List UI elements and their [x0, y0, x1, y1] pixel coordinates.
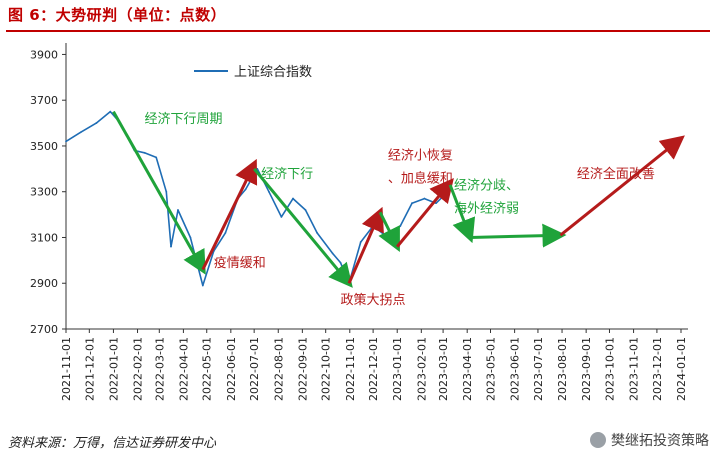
index-data-point [109, 110, 112, 113]
x-tick-label: 2022-05-01 [201, 337, 214, 401]
trend-annotation: 经济分歧、 [454, 178, 519, 193]
index-data-point [304, 209, 307, 211]
green-trend-arrow [378, 211, 400, 253]
brand-name: 樊继拓投资策略 [611, 433, 709, 449]
x-tick-label: 2023-07-01 [532, 337, 545, 401]
trend-annotation: 海外经济弱 [454, 201, 519, 216]
index-data-point [165, 190, 168, 193]
index-data-point [256, 167, 259, 170]
trend-annotation: 经济小恢复 [388, 149, 453, 164]
x-tick-label: 2022-02-01 [132, 337, 145, 401]
trend-annotation: 经济下行周期 [145, 112, 223, 127]
y-tick-label: 3900 [30, 48, 58, 61]
wechat-icon [590, 432, 606, 448]
index-data-point [280, 215, 283, 218]
red-trend-arrow [396, 177, 454, 248]
index-data-point [331, 252, 334, 255]
x-tick-label: 2023-09-01 [580, 337, 593, 401]
trend-annotation: 、加息缓和 [388, 171, 453, 187]
x-tick-label: 2023-05-01 [485, 337, 498, 401]
y-tick-label: 3300 [30, 186, 58, 199]
y-tick-label: 3500 [30, 140, 58, 153]
source-note: 资料来源：万得，信达证券研发中心 [8, 436, 217, 451]
x-tick-label: 2024-01-01 [675, 337, 688, 401]
green-trend-arrow [253, 167, 353, 288]
index-data-point [411, 202, 413, 205]
x-tick-label: 2023-04-01 [461, 337, 474, 401]
x-tick-label: 2021-11-01 [60, 337, 73, 401]
x-tick-label: 2022-09-01 [296, 337, 309, 401]
index-data-point [442, 195, 444, 198]
brand-watermark: 樊继拓投资策略 [590, 430, 709, 450]
index-data-point [292, 197, 294, 200]
x-tick-label: 2022-06-01 [225, 337, 238, 401]
y-tick-label: 3100 [30, 231, 58, 244]
green-trend-arrow [112, 110, 206, 275]
trend-annotation: 经济下行 [261, 167, 313, 182]
title-divider [6, 30, 710, 32]
index-data-point [244, 188, 247, 191]
index-data-point [316, 232, 319, 234]
index-data-point [65, 140, 67, 143]
green-trend-arrow [448, 184, 476, 244]
green-trend-arrow [470, 223, 567, 248]
red-trend-arrow [347, 206, 384, 284]
x-tick-label: 2022-03-01 [153, 337, 166, 401]
x-tick-label: 2023-03-01 [437, 337, 450, 401]
x-tick-label: 2023-11-01 [628, 337, 641, 401]
x-tick-label: 2023-06-01 [509, 337, 522, 401]
index-data-point [189, 236, 192, 239]
index-data-point [177, 209, 179, 211]
x-tick-label: 2022-12-01 [367, 337, 380, 401]
legend-label: 上证综合指数 [234, 65, 312, 80]
chart-title: 图 6：大势研判（单位：点数） [8, 6, 227, 24]
red-trend-arrow [559, 135, 685, 237]
index-data-point [155, 156, 158, 159]
x-tick-label: 2023-08-01 [556, 337, 569, 401]
x-tick-label: 2022-10-01 [320, 337, 333, 401]
y-tick-label: 2700 [30, 323, 58, 336]
index-data-point [339, 261, 342, 264]
x-tick-label: 2022-04-01 [177, 337, 190, 401]
x-tick-label: 2023-01-01 [391, 337, 404, 401]
y-tick-label: 2900 [30, 277, 58, 290]
index-data-point [143, 151, 146, 154]
index-data-point [170, 245, 172, 248]
x-tick-label: 2022-01-01 [107, 337, 120, 401]
x-tick-label: 2021-12-01 [83, 337, 96, 401]
index-data-point [224, 232, 227, 234]
red-trend-arrow [201, 158, 258, 271]
index-data-point [359, 241, 362, 243]
index-data-point [95, 122, 98, 124]
trend-annotation: 经济全面改善 [577, 166, 655, 182]
index-data-point [201, 284, 204, 287]
trend-annotation: 政策大拐点 [340, 292, 405, 308]
index-data-point [268, 190, 270, 193]
x-tick-label: 2023-12-01 [651, 337, 664, 401]
index-data-point [423, 197, 426, 200]
x-tick-label: 2022-07-01 [248, 337, 261, 401]
index-data-point [399, 225, 402, 227]
trend-annotation: 疫情缓和 [214, 255, 266, 271]
x-tick-label: 2023-02-01 [415, 337, 428, 401]
x-tick-label: 2023-10-01 [603, 337, 616, 401]
index-data-point [386, 236, 389, 239]
x-tick-label: 2022-08-01 [272, 337, 285, 401]
y-tick-label: 3700 [30, 94, 58, 107]
index-data-point [79, 131, 82, 134]
x-tick-label: 2022-11-01 [344, 337, 357, 401]
